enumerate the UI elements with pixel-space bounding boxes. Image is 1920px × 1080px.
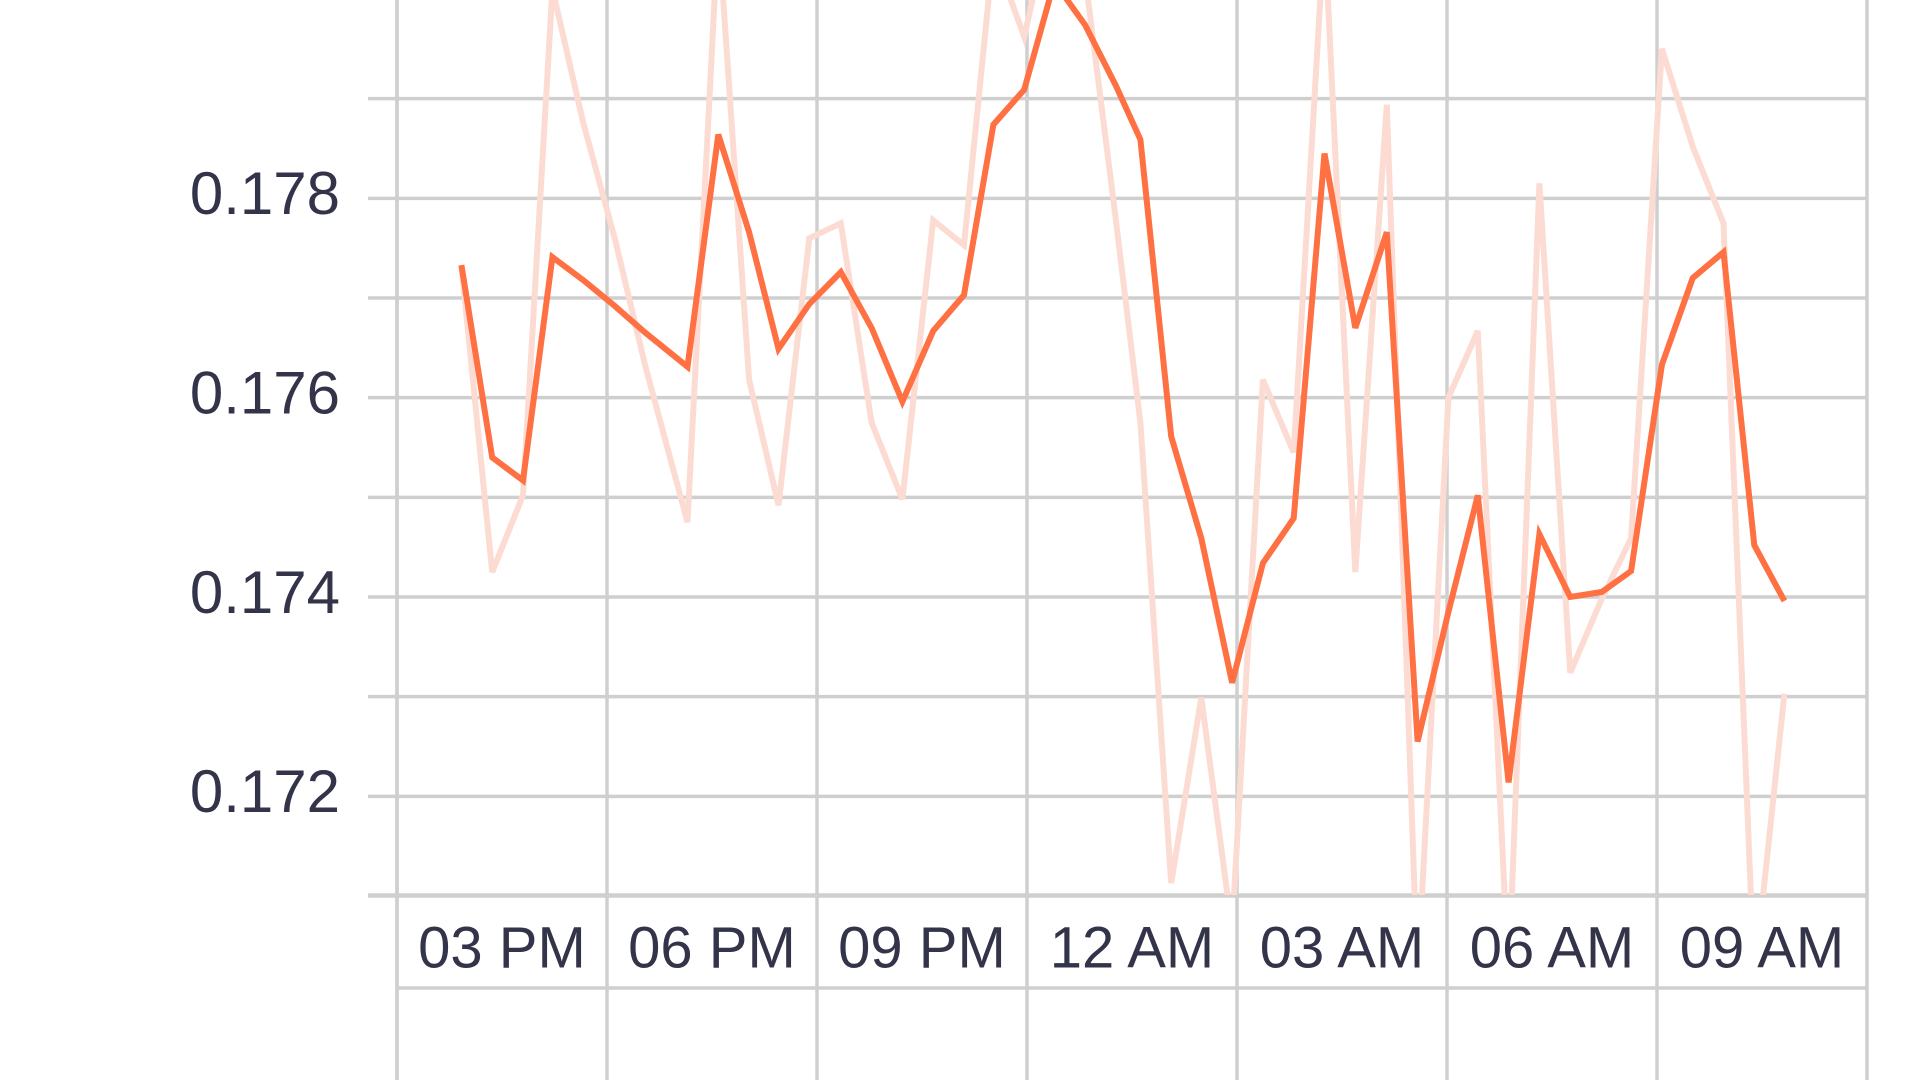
x-tick-label: 03 AM	[1260, 915, 1424, 980]
raw-line	[458, 0, 1788, 895]
smoothed-line	[458, 0, 1788, 783]
x-tick-label: 06 PM	[628, 915, 796, 980]
x-tick-label: 06 AM	[1470, 915, 1634, 980]
x-tick-label: 03 PM	[418, 915, 586, 980]
y-tick-label: 0.178	[190, 160, 340, 227]
y-tick-label: 0.176	[190, 360, 340, 427]
y-tick-label: 0.174	[190, 559, 340, 626]
x-tick-label: 09 PM	[838, 915, 1006, 980]
y-tick-label: 0.172	[190, 758, 340, 825]
x-tick-label: 12 AM	[1050, 915, 1214, 980]
x-tick-label: 09 AM	[1680, 915, 1844, 980]
